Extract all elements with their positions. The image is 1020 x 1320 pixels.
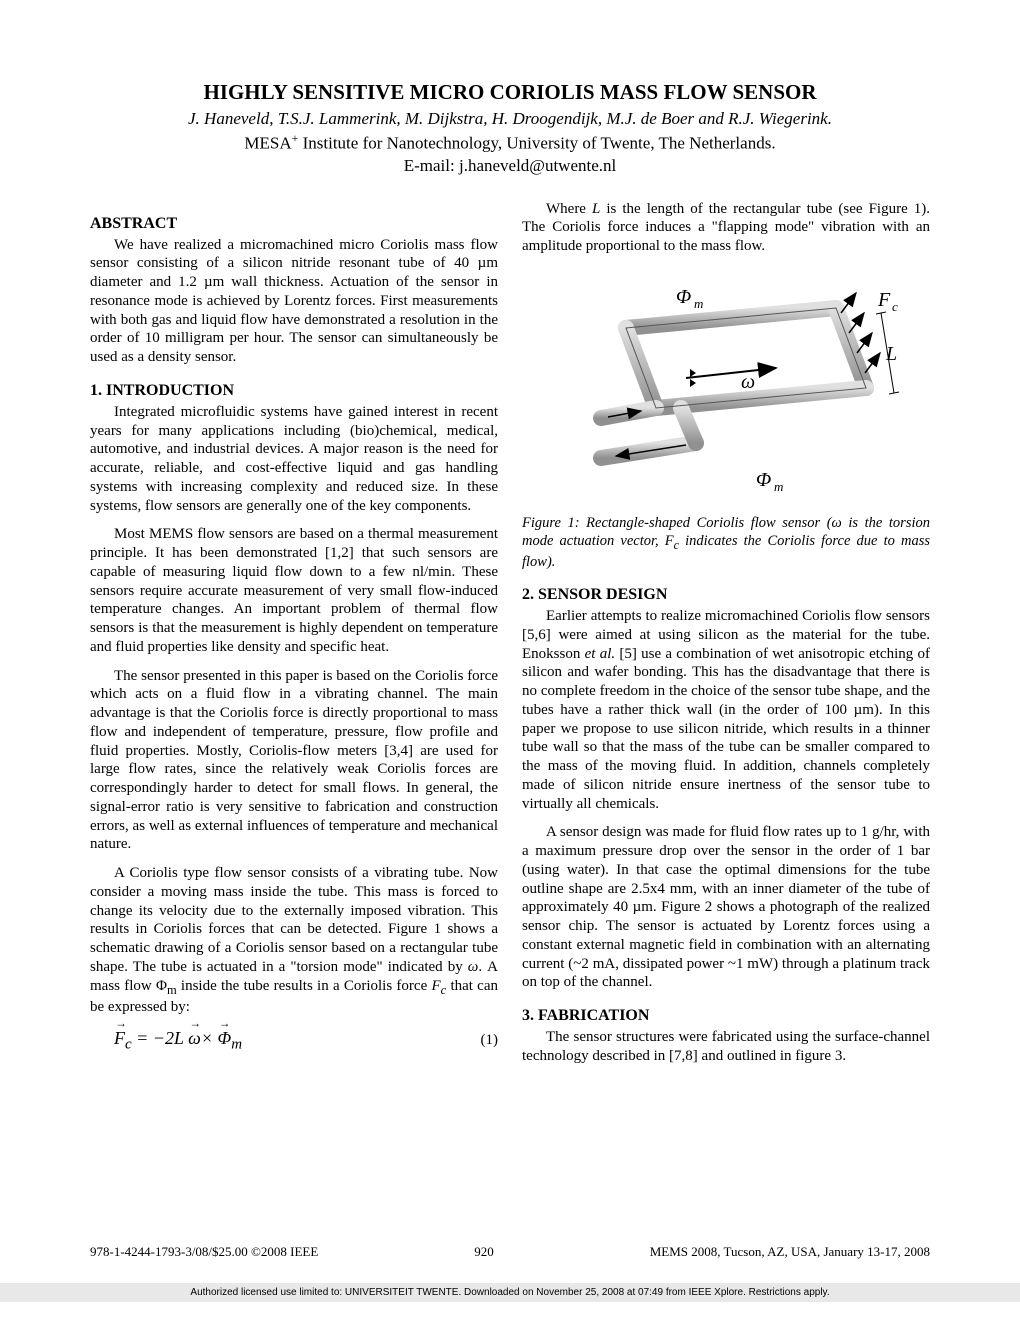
paper-email: E-mail: j.haneveld@utwente.nl xyxy=(90,156,930,176)
intro-p1: Integrated microfluidic systems have gai… xyxy=(90,403,498,516)
page-footer: 978-1-4244-1793-3/08/$25.00 ©2008 IEEE 9… xyxy=(90,1244,930,1260)
svg-text:m: m xyxy=(694,296,703,311)
design-heading: 2. SENSOR DESIGN xyxy=(522,585,930,605)
abstract-heading: ABSTRACT xyxy=(90,214,498,234)
text: [5] use a combination of wet anisotropic… xyxy=(522,646,930,812)
left-column: ABSTRACT We have realized a micromachine… xyxy=(90,200,498,1076)
right-column: Where L is the length of the rectangular… xyxy=(522,200,930,1076)
abstract-para: We have realized a micromachined micro C… xyxy=(90,236,498,367)
right-top-para: Where L is the length of the rectangular… xyxy=(522,200,930,256)
equation-1: Fc = −2L ω× Φm (1) xyxy=(114,1027,498,1054)
text: Where xyxy=(546,201,592,217)
equation-body: Fc = −2L ω× Φm xyxy=(114,1027,481,1054)
etal: et al. xyxy=(585,646,616,662)
intro-p2: Most MEMS flow sensors are based on a th… xyxy=(90,525,498,656)
footer-right: MEMS 2008, Tucson, AZ, USA, January 13-1… xyxy=(650,1244,930,1260)
paper-title: HIGHLY SENSITIVE MICRO CORIOLIS MASS FLO… xyxy=(90,80,930,105)
design-p1: Earlier attempts to realize micromachine… xyxy=(522,607,930,813)
svg-text:L: L xyxy=(885,343,897,365)
figure-1: Φ m F c L ω Φ m Figure 1: Rectangle-shap… xyxy=(522,268,930,571)
figure-1-caption: Figure 1: Rectangle-shaped Coriolis flow… xyxy=(522,514,930,571)
intro-p3: The sensor presented in this paper is ba… xyxy=(90,667,498,855)
two-column-layout: ABSTRACT We have realized a micromachine… xyxy=(90,200,930,1076)
fab-p: The sensor structures were fabricated us… xyxy=(522,1028,930,1066)
figure-1-svg: Φ m F c L ω Φ m xyxy=(546,268,906,508)
paper-authors: J. Haneveld, T.S.J. Lammerink, M. Dijkst… xyxy=(90,109,930,129)
svg-text:m: m xyxy=(774,479,783,494)
intro-p4: A Coriolis type flow sensor consists of … xyxy=(90,864,498,1017)
text: inside the tube results in a Coriolis fo… xyxy=(177,978,432,994)
fc-sym: F xyxy=(431,978,440,994)
footer-left: 978-1-4244-1793-3/08/$25.00 ©2008 IEEE xyxy=(90,1244,318,1260)
omega-sym: ω xyxy=(468,959,479,975)
affiliation-post: Institute for Nanotechnology, University… xyxy=(298,134,775,153)
page: HIGHLY SENSITIVE MICRO CORIOLIS MASS FLO… xyxy=(0,0,1020,1320)
svg-text:F: F xyxy=(877,289,891,311)
svg-text:Φ: Φ xyxy=(676,286,691,308)
license-bar: Authorized licensed use limited to: UNIV… xyxy=(0,1283,1020,1302)
intro-heading: 1. INTRODUCTION xyxy=(90,381,498,401)
affiliation-pre: MESA xyxy=(244,134,291,153)
svg-text:ω: ω xyxy=(741,371,755,393)
equation-number: (1) xyxy=(481,1031,499,1050)
sub: m xyxy=(167,983,177,997)
paper-affiliation: MESA+ Institute for Nanotechnology, Univ… xyxy=(90,131,930,154)
svg-text:c: c xyxy=(892,299,898,314)
text: A Coriolis type flow sensor consists of … xyxy=(90,865,498,975)
fab-heading: 3. FABRICATION xyxy=(522,1006,930,1026)
footer-page-number: 920 xyxy=(474,1244,494,1260)
svg-text:Φ: Φ xyxy=(756,469,771,491)
design-p2: A sensor design was made for fluid flow … xyxy=(522,823,930,992)
